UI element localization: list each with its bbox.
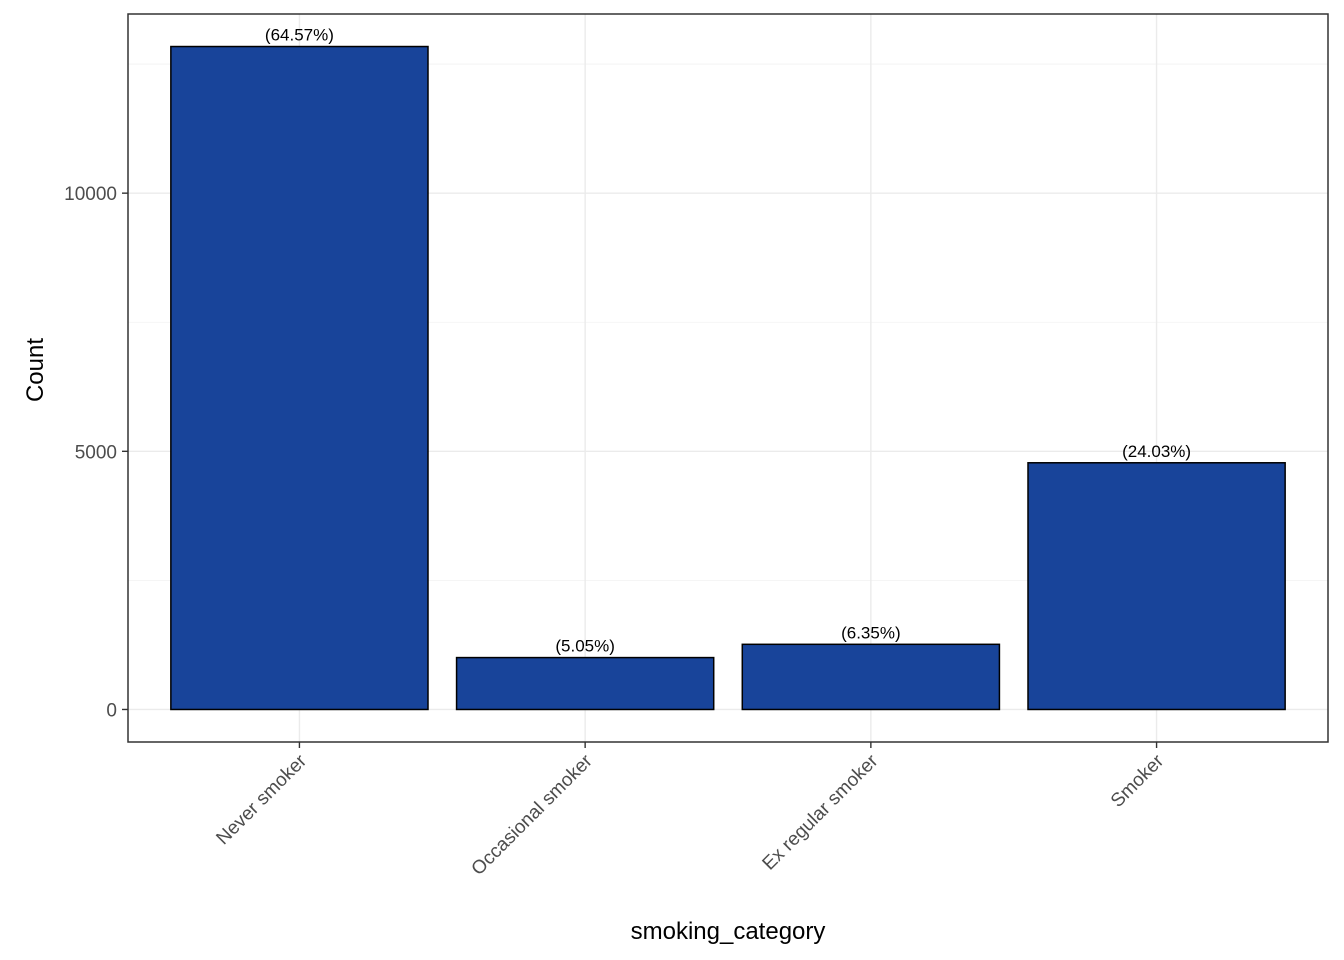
x-axis-title: smoking_category: [631, 918, 826, 945]
data-labels: (64.57%) (5.05%) (6.35%) (24.03%): [265, 26, 1191, 656]
panel-border: [127, 13, 1329, 743]
x-tick-label: Smoker: [1107, 750, 1169, 812]
x-tick-label: Ex regular smoker: [759, 750, 883, 874]
bar-never-smoker: [170, 45, 429, 711]
bar-percent-label: (5.05%): [555, 637, 615, 656]
x-axis-ticks: Never smoker Occasional smoker Ex regular …: [212, 742, 1169, 880]
y-axis-title: Count: [22, 338, 49, 402]
bar-percent-label: (6.35%): [841, 623, 901, 642]
bar-ex-regular-smoker: [741, 643, 1001, 711]
y-tick-label: 10000: [64, 184, 117, 205]
bar-occasional-smoker: [455, 656, 715, 711]
x-tick-label: Occasional smoker: [468, 750, 598, 880]
bars: [170, 45, 1286, 711]
y-tick-label: 5000: [75, 442, 117, 463]
bar-percent-label: (24.03%): [1122, 442, 1191, 461]
bar-percent-label: (64.57%): [265, 26, 334, 45]
y-tick-label: 0: [106, 700, 117, 721]
x-tick-label: Never smoker: [212, 750, 311, 849]
bar-smoker: [1027, 462, 1286, 711]
y-axis-ticks: 0 5000 10000: [64, 184, 128, 721]
